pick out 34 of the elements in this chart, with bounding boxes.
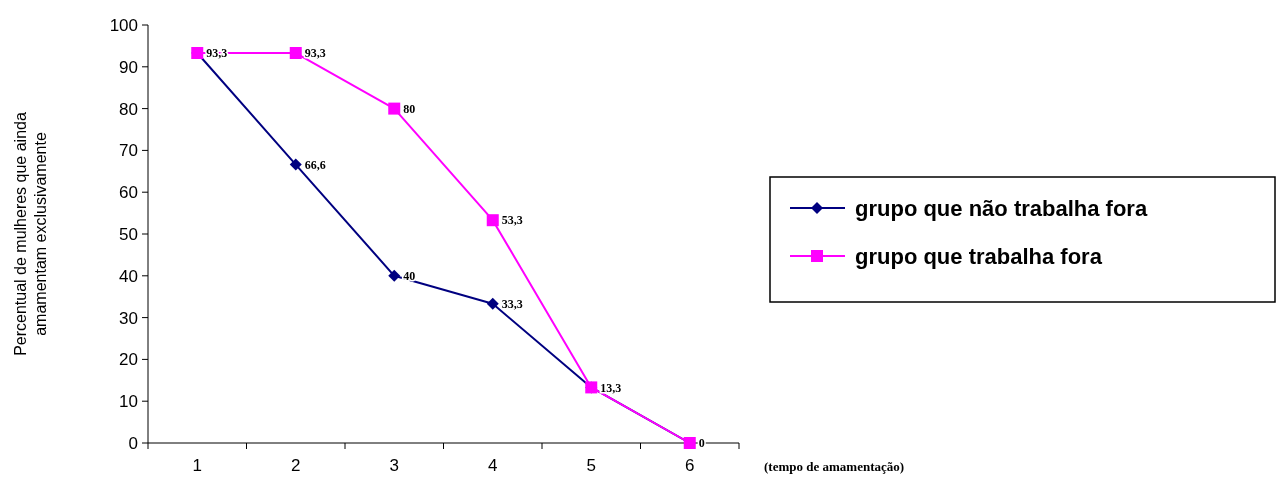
data-label: 80	[403, 101, 416, 116]
y-tick-label: 90	[119, 57, 138, 77]
y-tick-label: 70	[119, 141, 138, 161]
y-tick-label: 10	[119, 392, 138, 412]
x-tick-label: 4	[488, 456, 498, 475]
data-label: 66,6	[304, 157, 326, 172]
y-tick-label: 0	[128, 433, 138, 453]
y-tick-label: 40	[119, 266, 138, 286]
y-tick-label: 50	[119, 224, 138, 244]
y-tick-label: 80	[119, 99, 138, 119]
data-label: 33,3	[501, 297, 523, 312]
y-tick-label: 20	[119, 350, 138, 370]
point	[388, 269, 401, 282]
point	[486, 214, 499, 227]
data-label: 93,3	[304, 46, 326, 61]
x-tick-label: 1	[192, 456, 202, 475]
legend-label: grupo que não trabalha fora	[855, 195, 1148, 221]
point	[388, 102, 401, 115]
point	[289, 47, 302, 60]
point	[486, 297, 499, 310]
x-tick-label: 3	[389, 456, 399, 475]
y-tick-label: 100	[109, 15, 138, 35]
y-tick-label: 30	[119, 308, 138, 328]
y-tick-label: 60	[119, 183, 138, 203]
data-label: 13,3	[600, 380, 622, 395]
data-label: 0	[698, 436, 705, 451]
data-label: 53,3	[501, 213, 523, 228]
x-tick-label: 6	[685, 456, 695, 475]
x-tick-label: 5	[586, 456, 596, 475]
x-tick-label: 2	[291, 456, 301, 475]
x-axis-title: (tempo de amamentação)	[764, 459, 905, 474]
point	[289, 158, 302, 171]
y-axis-title: Percentual de mulheres que ainda amamentam exclusivamente	[12, 112, 49, 356]
legend-label: grupo que trabalha fora	[855, 243, 1103, 269]
